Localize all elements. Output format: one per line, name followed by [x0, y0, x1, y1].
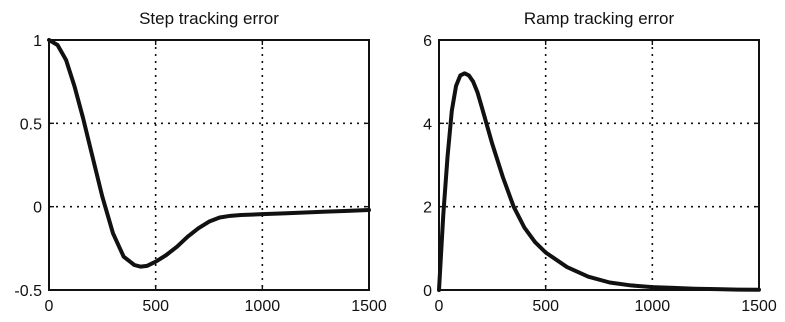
step-error-xtick-label-3: 1500: [351, 298, 387, 315]
ramp-error-ytick-label-1: 2: [423, 200, 432, 217]
ramp-error-xtick-label-0: 0: [435, 298, 444, 315]
ramp-error-ytick-label-3: 6: [423, 33, 432, 50]
step-error-xtick-label-1: 500: [142, 298, 169, 315]
step-error-title: Step tracking error: [139, 9, 279, 28]
ramp-error-ytick-label-2: 4: [423, 116, 432, 133]
step-error-xtick-label-2: 1000: [245, 298, 281, 315]
ramp-error-xtick-label-1: 500: [532, 298, 559, 315]
ramp-error-panel: Ramp tracking error 0 500 1000 1500 0 2 4 6: [423, 9, 777, 315]
step-error-ytick-label-2: 0.5: [20, 116, 42, 133]
ramp-error-title: Ramp tracking error: [524, 9, 675, 28]
ramp-error-ytick-label-0: 0: [423, 283, 432, 300]
step-error-ytick-label-1: 0: [33, 200, 42, 217]
step-error-ytick-label-3: 1: [33, 33, 42, 50]
ramp-error-curve: [437, 71, 761, 292]
step-error-ytick-label-0: -0.5: [14, 283, 42, 300]
step-error-panel: Step tracking error 0 500 1000 1500-0.500.5…: [14, 9, 386, 315]
step-error-curve: [47, 38, 371, 269]
ramp-error-xtick-label-2: 1000: [635, 298, 671, 315]
step-error-plot-frame: [48, 39, 370, 291]
ramp-error-xtick-label-3: 1500: [741, 298, 777, 315]
step-error-xtick-label-0: 0: [45, 298, 54, 315]
ramp-error-plot-frame: [438, 39, 760, 291]
